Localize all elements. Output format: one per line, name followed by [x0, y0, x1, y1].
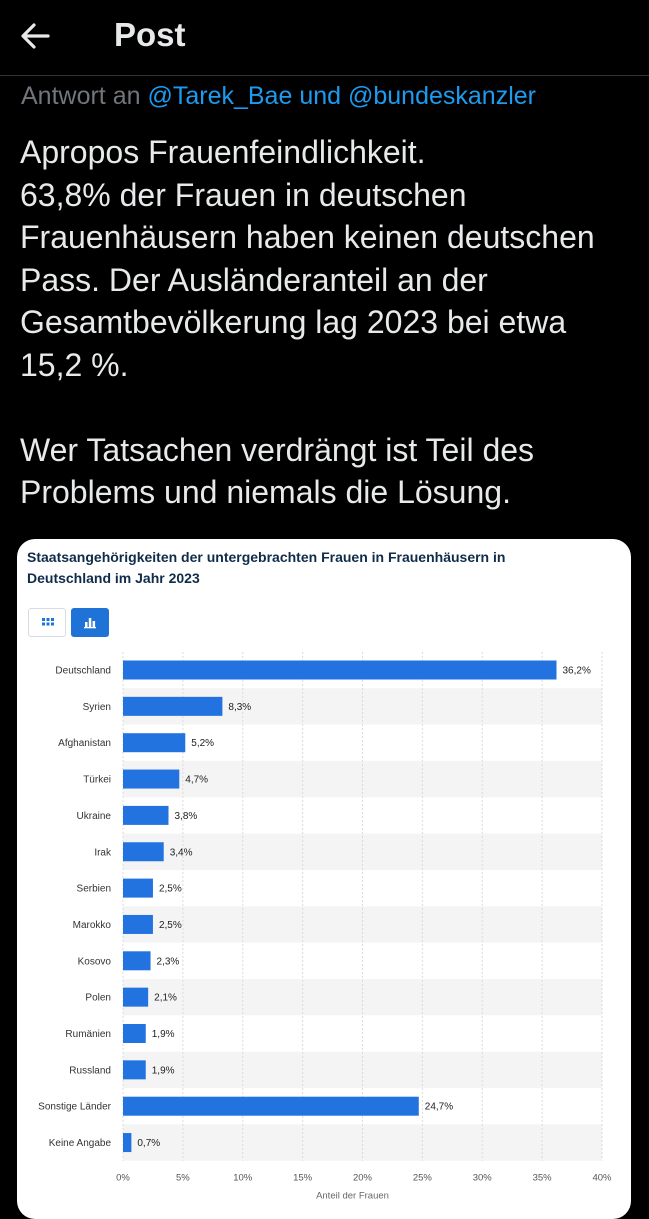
- bar-chart-icon: [84, 618, 96, 629]
- row-shading: [123, 760, 602, 798]
- x-tick-label: 30%: [473, 1173, 493, 1184]
- mention-link-tarek-bae[interactable]: @Tarek_Bae: [147, 82, 293, 110]
- category-label: Irak: [94, 847, 112, 858]
- category-label: Kosovo: [78, 956, 112, 967]
- value-label: 2,5%: [159, 884, 182, 895]
- bar: [123, 951, 151, 971]
- value-label: 0,7%: [137, 1138, 160, 1149]
- value-label: 36,2%: [562, 666, 590, 677]
- mention-link-bundeskanzler[interactable]: @bundeskanzler: [348, 82, 536, 110]
- category-label: Marokko: [73, 920, 112, 931]
- category-label: Sonstige Länder: [38, 1102, 112, 1113]
- x-tick-label: 0%: [116, 1173, 130, 1184]
- value-label: 5,2%: [191, 738, 214, 749]
- value-label: 3,8%: [175, 811, 198, 822]
- x-tick-label: 35%: [533, 1173, 553, 1184]
- bar: [123, 660, 557, 680]
- category-label: Deutschland: [55, 666, 111, 677]
- bar: [123, 1096, 419, 1116]
- value-label: 4,7%: [185, 775, 208, 786]
- category-label: Ukraine: [77, 811, 112, 822]
- value-label: 24,7%: [425, 1102, 453, 1113]
- x-tick-label: 20%: [353, 1173, 373, 1184]
- category-label: Keine Angabe: [49, 1138, 112, 1149]
- row-shading: [123, 1124, 602, 1161]
- category-label: Polen: [85, 993, 111, 1004]
- value-label: 2,3%: [157, 956, 180, 967]
- top-bar: Post: [0, 0, 649, 76]
- chart-image-card[interactable]: Staatsangehörigkeiten der untergebrachte…: [17, 539, 631, 1219]
- bar: [123, 987, 149, 1007]
- category-label: Türkei: [83, 775, 111, 786]
- tweet-line: Wer Tatsachen verdrängt ist Teil des: [20, 431, 535, 468]
- value-label: 1,9%: [152, 1029, 175, 1040]
- table-view-button[interactable]: [28, 608, 66, 637]
- bar: [123, 914, 153, 934]
- x-axis-label: Anteil der Frauen: [316, 1191, 389, 1202]
- bar: [123, 696, 223, 716]
- tweet-line: 15,2 %.: [20, 346, 129, 383]
- category-label: Serbien: [77, 884, 111, 895]
- reply-joiner: und: [299, 82, 342, 110]
- tweet-line: Gesamtbevölkerung lag 2023 bei etwa: [20, 304, 567, 340]
- tweet-line: Pass. Der Ausländeranteil an der: [20, 261, 488, 298]
- bar: [123, 733, 186, 753]
- x-tick-label: 40%: [592, 1173, 612, 1184]
- category-label: Afghanistan: [58, 738, 111, 749]
- x-tick-label: 25%: [413, 1173, 433, 1184]
- chart-title: Staatsangehörigkeiten der untergebrachte…: [27, 549, 506, 586]
- value-label: 2,1%: [154, 993, 177, 1004]
- x-tick-label: 15%: [293, 1173, 313, 1184]
- bar: [123, 878, 153, 898]
- value-label: 3,4%: [170, 847, 193, 858]
- grid-icon: [42, 618, 54, 626]
- value-label: 1,9%: [152, 1065, 175, 1076]
- bar: [123, 1133, 132, 1153]
- x-tick-label: 10%: [233, 1173, 253, 1184]
- bar: [123, 842, 164, 862]
- bar: [123, 1024, 146, 1043]
- reply-context: Antwort an @Tarek_Bae und @bundeskanzler: [21, 82, 536, 111]
- tweet-line: Frauenhäusern haben keinen deutschen: [20, 219, 595, 255]
- category-label: Rumänien: [65, 1029, 111, 1040]
- x-tick-label: 5%: [176, 1173, 190, 1184]
- value-label: 2,5%: [159, 920, 182, 931]
- tweet-line: 63,8% der Frauen in deutschen: [20, 176, 467, 213]
- value-label: 8,3%: [228, 702, 251, 713]
- chart-view-button[interactable]: [71, 608, 109, 637]
- bar-chart: Deutschland 36,2% Syrien 8,3% Afghanistan 5,2…: [38, 651, 612, 1202]
- bar: [123, 805, 169, 825]
- category-label: Syrien: [83, 702, 111, 713]
- tweet-line: Problems und niemals die Lösung.: [20, 474, 511, 510]
- reply-prefix: Antwort an: [21, 82, 141, 110]
- tweet-text: Apropos Frauenfeindlichkeit. 63,8% der F…: [20, 131, 640, 514]
- bar: [123, 1060, 146, 1080]
- page-title: Post: [114, 16, 186, 53]
- bar: [123, 769, 180, 789]
- back-button[interactable]: [20, 14, 68, 58]
- arrow-left-icon: [21, 23, 50, 49]
- tweet-line: Apropos Frauenfeindlichkeit.: [20, 134, 426, 170]
- category-label: Russland: [69, 1065, 111, 1076]
